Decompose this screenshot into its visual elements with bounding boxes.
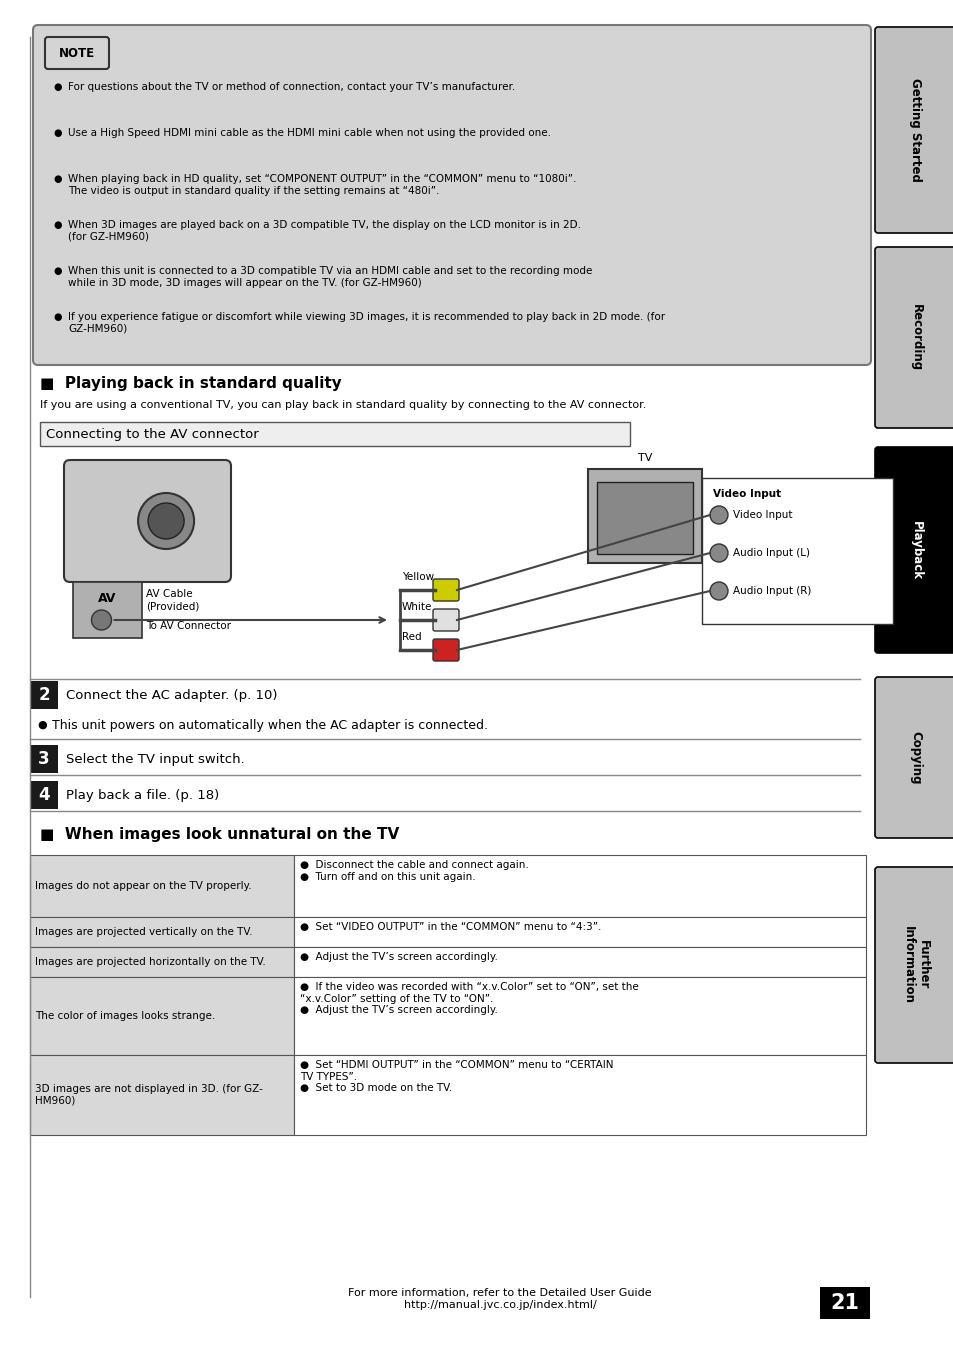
Text: ●: ●: [53, 312, 62, 322]
FancyBboxPatch shape: [40, 422, 629, 446]
FancyBboxPatch shape: [433, 639, 458, 661]
Text: Audio Input (L): Audio Input (L): [732, 548, 809, 558]
Text: If you experience fatigue or discomfort while viewing 3D images, it is recommend: If you experience fatigue or discomfort …: [68, 312, 664, 334]
Text: When playing back in HD quality, set “COMPONENT OUTPUT” in the “COMMON” menu to : When playing back in HD quality, set “CO…: [68, 174, 576, 195]
Text: For more information, refer to the Detailed User Guide
http://manual.jvc.co.jp/i: For more information, refer to the Detai…: [348, 1288, 651, 1310]
Text: Use a High Speed HDMI mini cable as the HDMI mini cable when not using the provi: Use a High Speed HDMI mini cable as the …: [68, 128, 551, 138]
Text: (Provided): (Provided): [146, 601, 199, 611]
Bar: [294, 1054, 865, 1134]
Bar: [30, 917, 294, 947]
Text: Video Input: Video Input: [732, 510, 792, 520]
Text: 2: 2: [38, 687, 50, 704]
Text: Images do not appear on the TV properly.: Images do not appear on the TV properly.: [35, 881, 252, 892]
Text: AV: AV: [98, 592, 116, 604]
Text: ●: ●: [53, 81, 62, 92]
Text: ●  Set “HDMI OUTPUT” in the “COMMON” menu to “CERTAIN
TV TYPES”.
●  Set to 3D mo: ● Set “HDMI OUTPUT” in the “COMMON” menu…: [299, 1060, 613, 1094]
Text: 3D images are not displayed in 3D. (for GZ-
HM960): 3D images are not displayed in 3D. (for …: [35, 1084, 263, 1106]
Text: 4: 4: [38, 786, 50, 803]
Text: Images are projected horizontally on the TV.: Images are projected horizontally on the…: [35, 957, 266, 968]
Circle shape: [709, 544, 727, 562]
Text: Recording: Recording: [908, 304, 922, 370]
Circle shape: [91, 611, 112, 630]
Text: Images are projected vertically on the TV.: Images are projected vertically on the T…: [35, 927, 253, 936]
Bar: [30, 1054, 294, 1134]
Circle shape: [709, 506, 727, 524]
Text: Connect the AC adapter. (p. 10): Connect the AC adapter. (p. 10): [66, 688, 277, 702]
Text: 3: 3: [38, 750, 50, 768]
FancyBboxPatch shape: [30, 782, 58, 809]
Text: ●: ●: [53, 220, 62, 229]
FancyBboxPatch shape: [874, 27, 953, 233]
Text: When this unit is connected to a 3D compatible TV via an HDMI cable and set to t: When this unit is connected to a 3D comp…: [68, 266, 592, 288]
Text: ●  If the video was recorded with “x.v.Color” set to “ON”, set the
“x.v.Color” s: ● If the video was recorded with “x.v.Co…: [299, 982, 639, 1015]
Text: ●: ●: [53, 128, 62, 138]
Text: Play back a file. (p. 18): Play back a file. (p. 18): [66, 788, 219, 802]
Text: Red: Red: [401, 631, 421, 642]
Text: Copying: Copying: [908, 731, 922, 784]
FancyBboxPatch shape: [874, 247, 953, 427]
Text: Connecting to the AV connector: Connecting to the AV connector: [46, 427, 258, 441]
FancyBboxPatch shape: [30, 745, 58, 773]
FancyBboxPatch shape: [33, 24, 870, 365]
Text: Video Input: Video Input: [712, 489, 781, 499]
Text: For questions about the TV or method of connection, contact your TV’s manufactur: For questions about the TV or method of …: [68, 81, 515, 92]
FancyBboxPatch shape: [433, 579, 458, 601]
Text: Getting Started: Getting Started: [908, 79, 922, 182]
Text: Audio Input (R): Audio Input (R): [732, 586, 810, 596]
Text: ●: ●: [37, 721, 47, 730]
Text: ●  Adjust the TV’s screen accordingly.: ● Adjust the TV’s screen accordingly.: [299, 953, 497, 962]
Bar: [294, 917, 865, 947]
Text: ■  Playing back in standard quality: ■ Playing back in standard quality: [40, 376, 341, 391]
Text: Select the TV input switch.: Select the TV input switch.: [66, 753, 245, 765]
Bar: [294, 977, 865, 1054]
Text: ●  Disconnect the cable and connect again.
●  Turn off and on this unit again.: ● Disconnect the cable and connect again…: [299, 860, 528, 882]
FancyBboxPatch shape: [874, 867, 953, 1063]
Text: AV Cable: AV Cable: [146, 589, 193, 598]
Text: ●: ●: [53, 174, 62, 185]
FancyBboxPatch shape: [597, 482, 692, 554]
FancyBboxPatch shape: [874, 677, 953, 839]
Circle shape: [709, 582, 727, 600]
Text: When 3D images are played back on a 3D compatible TV, the display on the LCD mon: When 3D images are played back on a 3D c…: [68, 220, 580, 242]
Text: ●: ●: [53, 266, 62, 275]
FancyBboxPatch shape: [64, 460, 231, 582]
FancyBboxPatch shape: [433, 609, 458, 631]
Circle shape: [148, 503, 184, 539]
Bar: [30, 855, 294, 917]
FancyBboxPatch shape: [73, 582, 142, 638]
Circle shape: [138, 493, 193, 550]
FancyBboxPatch shape: [701, 478, 892, 624]
Bar: [30, 947, 294, 977]
FancyBboxPatch shape: [587, 470, 701, 563]
Text: TV: TV: [638, 453, 652, 463]
Text: This unit powers on automatically when the AC adapter is connected.: This unit powers on automatically when t…: [52, 718, 488, 731]
Text: 21: 21: [830, 1293, 859, 1314]
Text: The color of images looks strange.: The color of images looks strange.: [35, 1011, 215, 1020]
FancyBboxPatch shape: [30, 681, 58, 708]
Text: NOTE: NOTE: [59, 46, 95, 60]
Text: Playback: Playback: [908, 521, 922, 579]
Bar: [820, 1286, 869, 1319]
Text: White: White: [401, 601, 432, 612]
Text: Further
Information: Further Information: [901, 925, 929, 1004]
Bar: [294, 947, 865, 977]
Text: ■  When images look unnatural on the TV: ■ When images look unnatural on the TV: [40, 826, 399, 841]
FancyBboxPatch shape: [874, 446, 953, 653]
Text: To AV Connector: To AV Connector: [146, 622, 231, 631]
Bar: [294, 855, 865, 917]
Text: If you are using a conventional TV, you can play back in standard quality by con: If you are using a conventional TV, you …: [40, 400, 646, 410]
Bar: [30, 977, 294, 1054]
FancyBboxPatch shape: [45, 37, 109, 69]
Text: ●  Set “VIDEO OUTPUT” in the “COMMON” menu to “4:3”.: ● Set “VIDEO OUTPUT” in the “COMMON” men…: [299, 921, 600, 932]
Text: Yellow: Yellow: [401, 571, 434, 582]
